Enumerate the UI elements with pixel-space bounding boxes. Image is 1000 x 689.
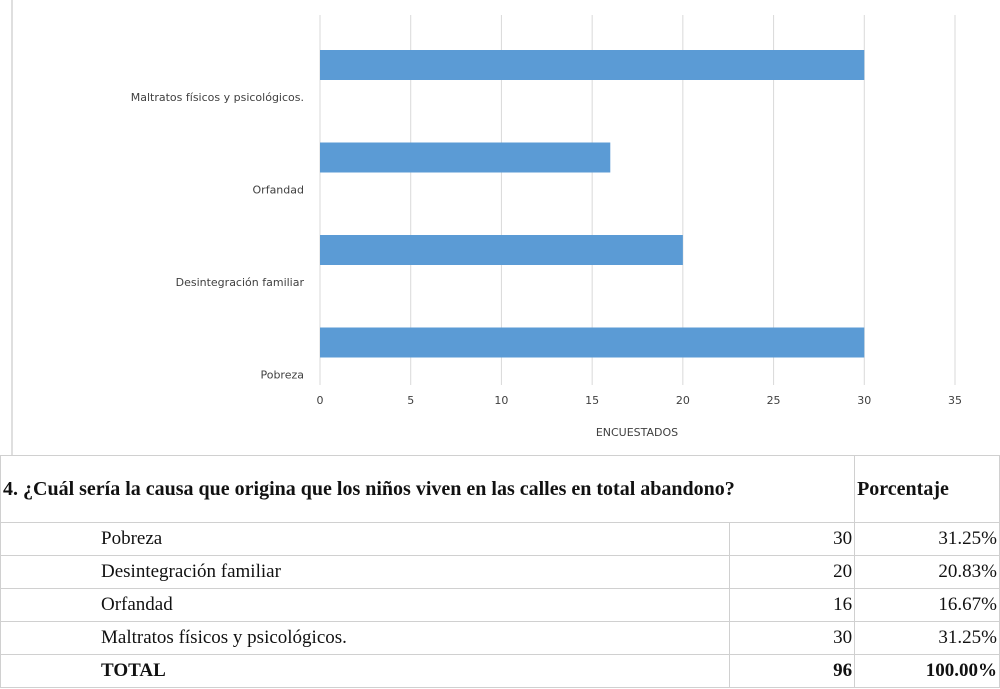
table-row: Maltratos físicos y psicológicos. 30 31.25… [0,621,1000,655]
table-cell: Orfandad [0,588,731,622]
table-cell: 31.25% [854,621,1000,655]
x-tick-label: 30 [857,394,871,407]
x-tick-label: 35 [948,394,962,407]
chart: ENCUESTADOS 0 5 10 15 20 25 30 35 Pobreza Desinte… [11,0,962,455]
table-cell: 16.67% [854,588,1000,622]
header-question: 4. ¿Cuál sería la causa que origina que … [0,455,856,523]
data-table: 4. ¿Cuál sería la causa que origina que … [0,455,1000,688]
bar [320,142,611,173]
y-tick-label: Desintegración familiar [176,276,305,289]
header-percent: Porcentaje [854,455,1000,523]
table-row: Pobreza 30 31.25% [0,522,1000,556]
table-cell: 20 [729,555,856,589]
table-cell: TOTAL [0,654,731,688]
table-row: TOTAL 96 100.00% [0,654,1000,688]
table-cell: Pobreza [0,522,731,556]
table-body: 4. ¿Cuál sería la causa que origina que … [0,455,1000,688]
x-tick-label: 5 [407,394,414,407]
bar [320,235,683,265]
x-tick-label: 10 [494,394,508,407]
table-row: Orfandad 16 16.67% [0,588,1000,622]
x-tick-label: 0 [317,394,324,407]
table-cell: 96 [729,654,856,688]
x-axis-label: ENCUESTADOS [596,426,678,439]
y-tick-label: Maltratos físicos y psicológicos. [131,91,304,104]
table-cell: 20.83% [854,555,1000,589]
y-tick-label: Orfandad [253,184,304,197]
x-tick-label: 25 [767,394,781,407]
y-tick-label: Pobreza [260,369,304,382]
table-cell: Maltratos físicos y psicológicos. [0,621,731,655]
table-cell: 30 [729,621,856,655]
table-cell: 100.00% [854,654,1000,688]
table-cell: Desintegración familiar [0,555,731,589]
bar [320,50,865,80]
table-cell: 16 [729,588,856,622]
table-cell: 31.25% [854,522,1000,556]
header-row: 4. ¿Cuál sería la causa que origina que … [0,455,1000,523]
table-row: Desintegración familiar 20 20.83% [0,555,1000,589]
x-tick-label: 20 [676,394,690,407]
table-cell: 30 [729,522,856,556]
bar [320,327,865,358]
x-tick-label: 15 [585,394,599,407]
